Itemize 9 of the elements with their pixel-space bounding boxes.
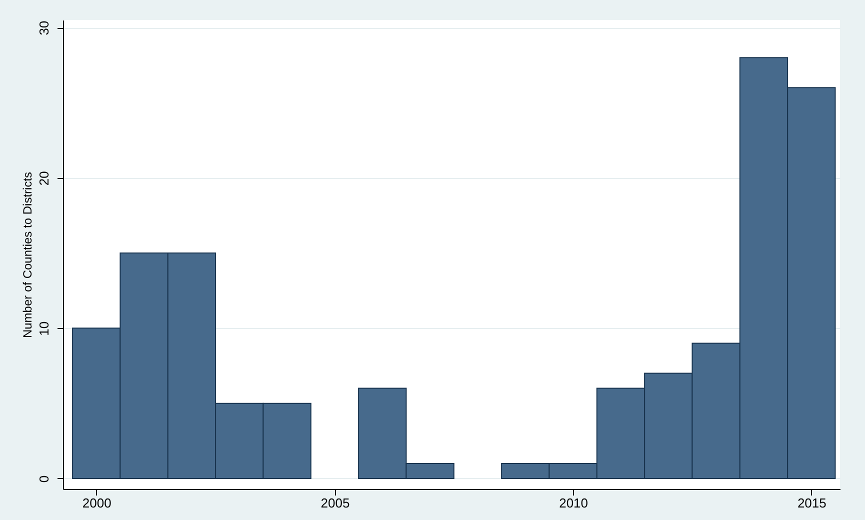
x-tick-label: 2005 xyxy=(320,496,350,510)
x-tick-label: 2000 xyxy=(82,496,112,510)
y-tick-label: 10 xyxy=(36,321,52,336)
x-tick-label: 2010 xyxy=(559,496,588,510)
y-tick-label: 0 xyxy=(36,475,52,483)
y-tick-label: 20 xyxy=(36,171,52,186)
y-axis-title: Number of Counties to Districts xyxy=(20,172,34,338)
x-tick-label: 2015 xyxy=(797,496,826,510)
y-tick-label: 30 xyxy=(36,20,52,36)
